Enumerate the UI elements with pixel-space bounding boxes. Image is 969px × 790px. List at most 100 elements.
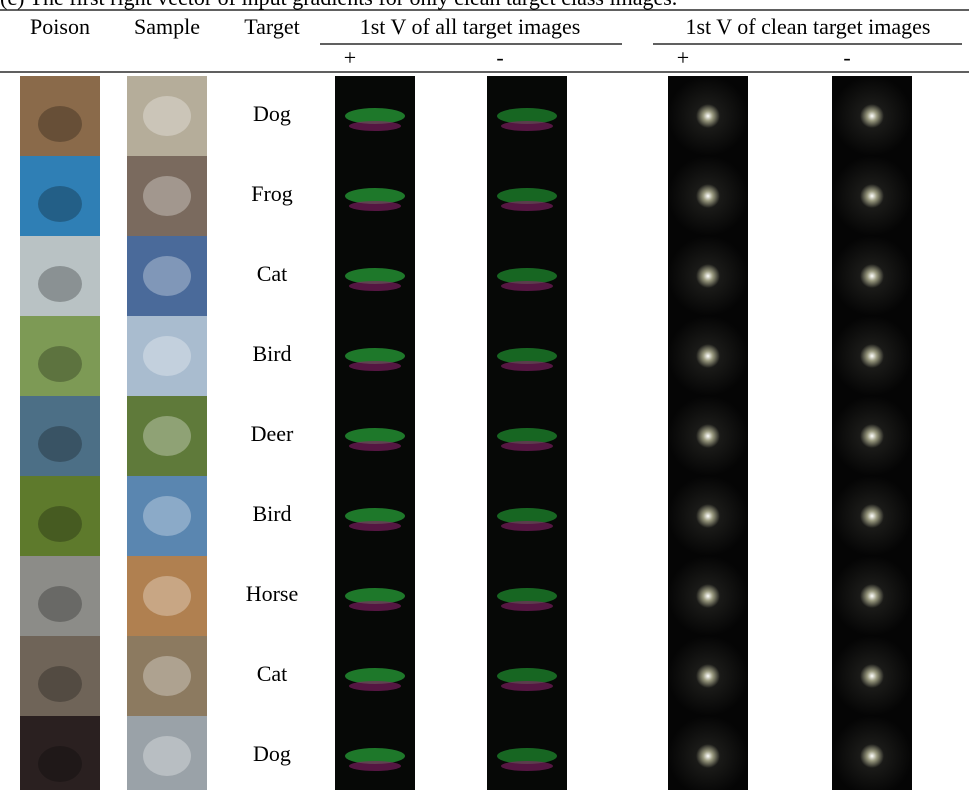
sign-header: - (496, 45, 503, 70)
poison-image-detail (38, 346, 82, 382)
clean-gradient-image (832, 316, 912, 396)
gradient-pattern (349, 121, 401, 131)
clean-gradient-image (832, 476, 912, 556)
clean-gradient-image (668, 476, 748, 556)
poison-image-detail (38, 586, 82, 622)
gradient-pattern (345, 108, 405, 124)
gradient-pattern (345, 188, 405, 204)
gradient-pattern (501, 441, 553, 451)
clean-gradient-image (832, 556, 912, 636)
poison-image (20, 716, 100, 790)
poison-image-detail (38, 186, 82, 222)
gradient-pattern (497, 508, 557, 524)
gradient-pattern (501, 761, 553, 771)
target-label: Frog (251, 181, 293, 206)
sample-image-detail (143, 336, 191, 376)
target-label: Bird (252, 501, 291, 526)
clean-gradient-image (832, 716, 912, 790)
caption: (c) The first right vector of input grad… (0, 0, 677, 10)
clean-gradient-image (832, 236, 912, 316)
poison-image-detail (38, 106, 82, 142)
sample-image-detail (143, 656, 191, 696)
gradient-pattern (345, 508, 405, 524)
poison-image (20, 476, 100, 556)
gradient-pattern (497, 268, 557, 284)
poison-image-detail (38, 666, 82, 702)
clean-gradient-image (832, 636, 912, 716)
gradient-pattern (501, 601, 553, 611)
poison-image (20, 156, 100, 236)
column-header: Sample (134, 14, 200, 39)
target-label: Cat (257, 661, 288, 686)
clean-gradient-image (668, 236, 748, 316)
sample-image-detail (143, 496, 191, 536)
sample-image-detail (143, 176, 191, 216)
poison-image (20, 76, 100, 156)
sample-image-detail (143, 576, 191, 616)
clean-gradient-image (668, 636, 748, 716)
column-header: Poison (30, 14, 90, 39)
clean-gradient-image (832, 76, 912, 156)
sample-image (127, 476, 207, 556)
poison-image-detail (38, 506, 82, 542)
gradient-pattern (501, 681, 553, 691)
sample-image-detail (143, 256, 191, 296)
sample-image-detail (143, 416, 191, 456)
sign-header: - (843, 45, 850, 70)
target-label: Bird (252, 341, 291, 366)
clean-gradient-image (668, 556, 748, 636)
gradient-pattern (345, 428, 405, 444)
sample-image (127, 556, 207, 636)
clean-gradient-image (668, 156, 748, 236)
gradient-pattern (349, 681, 401, 691)
gradient-pattern (349, 761, 401, 771)
poison-image (20, 396, 100, 476)
sample-image-detail (143, 736, 191, 776)
group-header: 1st V of all target images (360, 14, 581, 39)
gradient-pattern (501, 361, 553, 371)
target-label: Deer (251, 421, 294, 446)
poison-image (20, 316, 100, 396)
sign-header: + (344, 45, 356, 70)
poison-image (20, 236, 100, 316)
sample-image-detail (143, 96, 191, 136)
poison-image (20, 636, 100, 716)
sample-image (127, 716, 207, 790)
target-label: Dog (253, 741, 291, 766)
gradient-pattern (497, 588, 557, 604)
gradient-pattern (349, 521, 401, 531)
gradient-pattern (349, 361, 401, 371)
sample-image (127, 316, 207, 396)
gradient-pattern (345, 348, 405, 364)
gradient-pattern (349, 601, 401, 611)
gradient-pattern (501, 281, 553, 291)
target-label: Horse (246, 581, 299, 606)
gradient-pattern (349, 441, 401, 451)
clean-gradient-image (668, 316, 748, 396)
gradient-pattern (497, 348, 557, 364)
clean-gradient-image (832, 396, 912, 476)
sample-image (127, 636, 207, 716)
clean-gradient-image (668, 716, 748, 790)
clean-gradient-image (832, 156, 912, 236)
target-label: Dog (253, 101, 291, 126)
gradient-pattern (497, 108, 557, 124)
gradient-pattern (497, 748, 557, 764)
gradient-pattern (345, 668, 405, 684)
target-label: Cat (257, 261, 288, 286)
gradient-pattern (345, 588, 405, 604)
sign-header: + (677, 45, 689, 70)
gradient-pattern (501, 201, 553, 211)
gradient-pattern (501, 121, 553, 131)
sample-image (127, 396, 207, 476)
poison-image-detail (38, 426, 82, 462)
sample-image (127, 76, 207, 156)
clean-gradient-image (668, 396, 748, 476)
gradient-pattern (501, 521, 553, 531)
sample-image (127, 236, 207, 316)
gradient-pattern (345, 748, 405, 764)
gradient-pattern (497, 668, 557, 684)
poison-image-detail (38, 746, 82, 782)
clean-gradient-image (668, 76, 748, 156)
